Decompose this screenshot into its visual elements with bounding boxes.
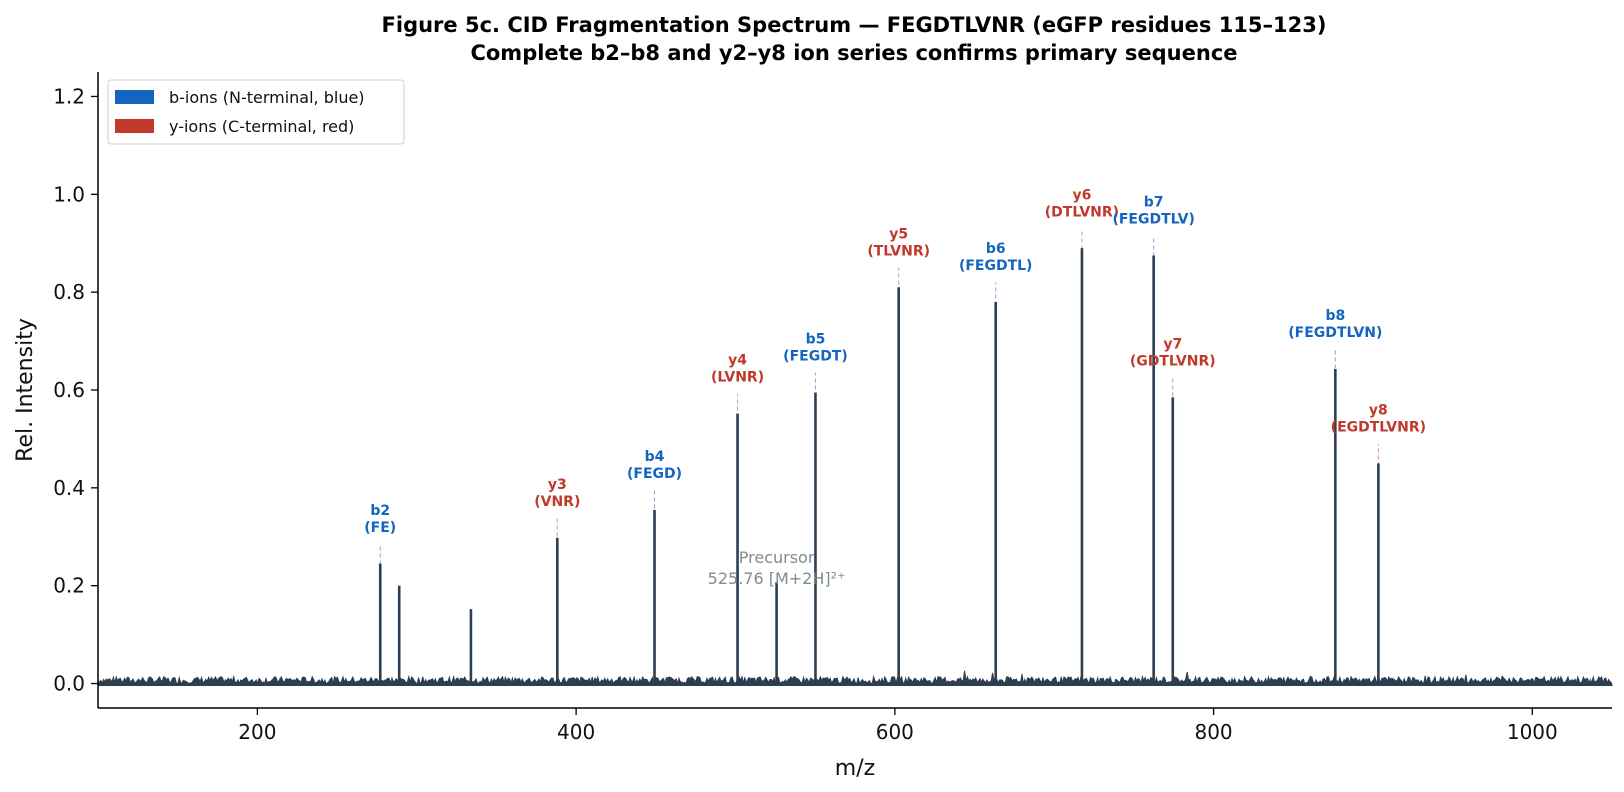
legend-label-y-ions: y-ions (C-terminal, red)	[169, 117, 354, 136]
y-tick-label: 0.4	[53, 476, 85, 500]
ion-label-b4: b4	[645, 449, 665, 465]
ion-label-b6: b6	[986, 241, 1006, 257]
ion-labels: b2(FE) y3(VNR) b4(FEGD) y4(LVNR) b5(FEGDT) y5…	[364, 187, 1426, 536]
peak-guide-lines	[379, 228, 1379, 684]
ion-label-y5: y5	[889, 226, 908, 242]
y-tick-label: 0.8	[53, 280, 85, 304]
ion-label-y6: y6	[1073, 187, 1092, 203]
ion-label-y3: y3	[548, 477, 567, 493]
ion-label-b7: b7	[1144, 195, 1164, 211]
ion-label-y8: y8	[1369, 403, 1388, 419]
ion-label-y7: y7	[1163, 337, 1182, 353]
legend: b-ions (N-terminal, blue) y-ions (C-term…	[107, 79, 405, 145]
noise-trace	[97, 670, 1613, 687]
fragment-label-b8: (FEGDTLVN)	[1288, 325, 1382, 341]
x-ticks: 200 400 600 800 1000	[238, 708, 1558, 744]
ion-label-y4: y4	[728, 353, 747, 369]
fragment-label-y3: (VNR)	[534, 494, 580, 510]
y-axis-label: Rel. Intensity	[13, 318, 38, 462]
y-ticks: 0.0 0.2 0.4 0.6 0.8 1.0 1.2	[53, 84, 98, 696]
baseline-noise	[97, 670, 1613, 687]
legend-swatch-y-ions	[115, 119, 154, 133]
ion-label-b5: b5	[806, 332, 826, 348]
fragment-label-b5: (FEGDT)	[783, 349, 848, 365]
fragment-label-y5: (TLVNR)	[867, 243, 930, 259]
x-axis-label: m/z	[835, 756, 875, 781]
chart-subtitle: Complete b2–b8 and y2–y8 ion series conf…	[470, 41, 1237, 65]
precursor-annotation-line2: 525.76 [M+2H]²⁺	[708, 569, 846, 588]
y-tick-label: 0.2	[53, 574, 85, 598]
axes: 200 400 600 800 1000 0.0 0.2 0.4 0.6 0.8 1.0 1.2	[53, 72, 1612, 744]
x-tick-label: 800	[1194, 720, 1232, 744]
y-tick-label: 0.0	[53, 672, 85, 696]
legend-label-b-ions: b-ions (N-terminal, blue)	[169, 88, 365, 107]
x-tick-label: 200	[238, 720, 276, 744]
plot-area: b2(FE) y3(VNR) b4(FEGD) y4(LVNR) b5(FEGDT) y5…	[97, 187, 1613, 687]
fragment-label-b4: (FEGD)	[627, 466, 682, 482]
x-tick-label: 600	[876, 720, 914, 744]
fragment-label-y7: (GDTLVNR)	[1130, 354, 1216, 370]
x-tick-label: 400	[557, 720, 595, 744]
precursor-annotation-line1: Precursor	[739, 548, 815, 567]
y-tick-label: 1.0	[53, 182, 85, 206]
y-tick-label: 1.2	[53, 84, 85, 108]
fragment-label-b6: (FEGDTL)	[959, 258, 1033, 274]
x-tick-label: 1000	[1507, 720, 1558, 744]
chart-title: Figure 5c. CID Fragmentation Spectrum — …	[382, 13, 1327, 37]
fragment-label-y4: (LVNR)	[711, 370, 764, 386]
y-tick-label: 0.6	[53, 378, 85, 402]
ion-label-b8: b8	[1325, 308, 1345, 324]
fragment-label-b7: (FEGDTLV)	[1112, 212, 1194, 228]
fragment-label-y8: (EGDTLVNR)	[1331, 420, 1426, 436]
fragment-label-b2: (FE)	[364, 520, 396, 536]
legend-swatch-b-ions	[115, 90, 154, 104]
fragment-label-y6: (DTLVNR)	[1045, 204, 1119, 220]
peaks	[378, 248, 1380, 684]
ion-label-b2: b2	[370, 503, 390, 519]
legend-frame	[107, 79, 405, 145]
